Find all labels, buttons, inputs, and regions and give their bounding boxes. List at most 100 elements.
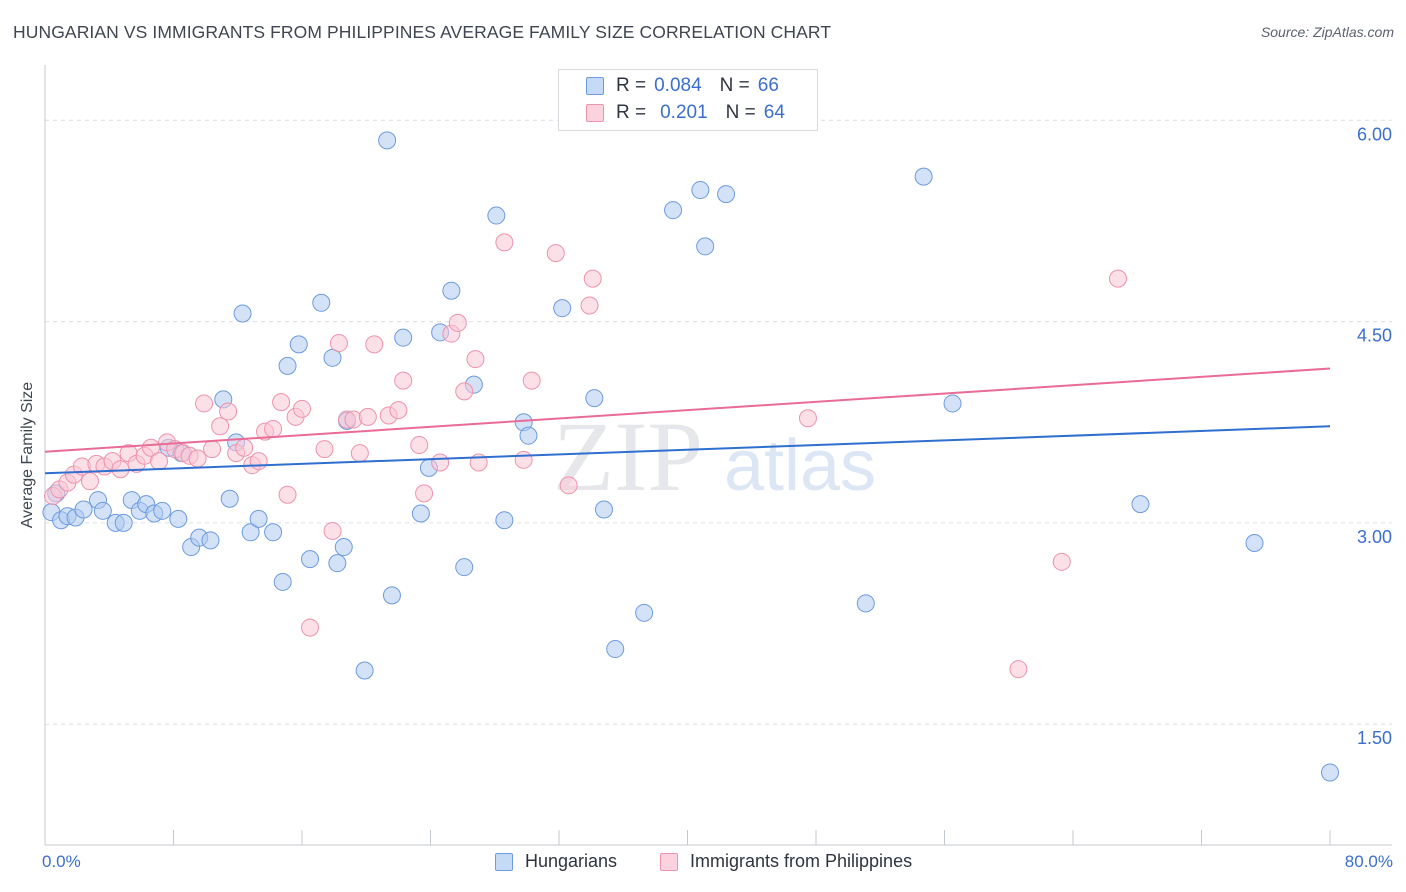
philippines-point	[323, 521, 342, 540]
hungarian-point	[74, 500, 93, 519]
hungarian-point	[411, 504, 430, 523]
series-swatch-philippines	[660, 852, 678, 871]
hungarian-point	[241, 523, 260, 542]
watermark: ZIP atlas	[553, 401, 876, 512]
philippines-point	[1052, 552, 1071, 571]
philippines-point	[431, 453, 450, 472]
y-tick-label: 6.00	[1357, 124, 1392, 144]
philippines-point	[546, 244, 565, 263]
hungarian-point	[856, 594, 875, 613]
legend-n-value-philippines: 64	[763, 102, 785, 123]
hungarian-point	[1321, 763, 1339, 782]
philippines-point	[329, 334, 348, 353]
hungarian-point	[606, 640, 625, 659]
watermark-atlas: atlas	[724, 426, 876, 506]
trend-layer	[44, 367, 1331, 475]
legend-swatch-hungarians	[586, 77, 604, 95]
hungarian-point	[495, 511, 514, 530]
philippines-point	[203, 440, 222, 459]
philippines-point	[150, 452, 169, 471]
hungarian-point	[153, 501, 172, 520]
hungarian-point	[914, 167, 933, 186]
philippines-point	[142, 438, 161, 457]
philippines-point	[583, 269, 602, 288]
y-tick-label: 1.50	[1357, 728, 1392, 748]
hungarian-point	[328, 554, 347, 573]
philippines-point	[448, 313, 467, 332]
hungarian-point	[442, 281, 461, 300]
philippines-point	[278, 485, 297, 504]
philippines-point	[188, 449, 207, 468]
chart-source: Source: ZipAtlas.com	[1260, 24, 1394, 40]
philippines-point	[195, 394, 214, 413]
hungarian-point	[585, 389, 604, 408]
philippines-point	[301, 618, 320, 637]
series-legend-hungarians[interactable]: Hungarians	[495, 851, 617, 872]
series-swatch-hungarians	[495, 852, 513, 871]
philippines-point	[1009, 660, 1028, 679]
hungarian-point	[114, 513, 133, 532]
philippines-point	[1108, 269, 1127, 288]
philippines-point	[798, 409, 817, 428]
hungarian-point	[312, 293, 331, 312]
x-axis-min-label: 0.0%	[42, 852, 81, 871]
hungarian-point	[169, 509, 188, 528]
philippines-point	[514, 450, 533, 469]
philippines-point	[315, 440, 334, 459]
philippines-point	[522, 371, 541, 390]
philippines-point	[264, 419, 283, 438]
hungarian-point	[455, 558, 474, 577]
hungarian-point	[93, 501, 112, 520]
y-tick-labels: 1.50 3.00 4.50 6.00	[1357, 124, 1392, 748]
x-axis-max-label: 80.0%	[1344, 852, 1393, 871]
philippines-point	[211, 417, 230, 436]
hungarian-trend-line	[44, 425, 1331, 475]
philippines-point	[410, 436, 429, 455]
series-legend-philippines[interactable]: Immigrants from Philippines	[660, 851, 912, 872]
philippines-point	[249, 452, 268, 471]
philippines-point	[293, 399, 311, 418]
philippines-point	[394, 371, 413, 390]
correlation-legend: R = 0.084 N = 66 R = 0.201 N = 64	[558, 69, 818, 131]
philippines-point	[111, 460, 130, 479]
hungarian-point	[635, 603, 654, 622]
hungarian-point	[249, 509, 268, 528]
philippines-point	[495, 233, 514, 252]
points-layer	[42, 131, 1339, 782]
philippines-point	[365, 335, 384, 354]
hungarian-point	[696, 237, 715, 256]
philippines-point	[415, 484, 434, 503]
hungarian-point	[519, 426, 538, 445]
philippines-trend-line	[44, 367, 1331, 453]
chart-title: HUNGARIAN VS IMMIGRANTS FROM PHILIPPINES…	[13, 22, 832, 42]
legend-row-philippines: R = 0.201 N = 64	[586, 100, 785, 126]
hungarian-point	[691, 181, 710, 200]
hungarian-point	[201, 531, 220, 550]
series-legend: Hungarians Immigrants from Philippines	[0, 851, 1406, 879]
philippines-point	[219, 402, 238, 421]
legend-n-label: N =	[719, 75, 750, 96]
philippines-point	[559, 476, 578, 495]
legend-r-label: R =	[616, 102, 647, 123]
legend-r-value-philippines: 0.201	[660, 102, 708, 123]
hungarian-point	[233, 304, 252, 323]
philippines-point	[358, 407, 377, 426]
hungarian-point	[594, 500, 613, 519]
legend-row-hungarians: R = 0.084 N = 66	[586, 73, 779, 99]
series-label-philippines: Immigrants from Philippines	[690, 851, 913, 871]
legend-r-label: R =	[616, 75, 647, 96]
hungarian-point	[289, 335, 308, 354]
philippines-point	[272, 393, 291, 412]
hungarian-point	[1245, 534, 1264, 553]
hungarian-point	[273, 572, 292, 591]
hungarian-point	[355, 661, 374, 680]
hungarian-point	[382, 586, 401, 605]
hungarian-point	[717, 185, 736, 204]
watermark-zip: ZIP	[553, 401, 703, 512]
philippines-point	[80, 472, 99, 491]
hungarian-point	[378, 131, 397, 150]
hungarian-point	[278, 356, 297, 375]
philippines-point	[466, 350, 485, 369]
grid-layer	[45, 119, 1392, 725]
